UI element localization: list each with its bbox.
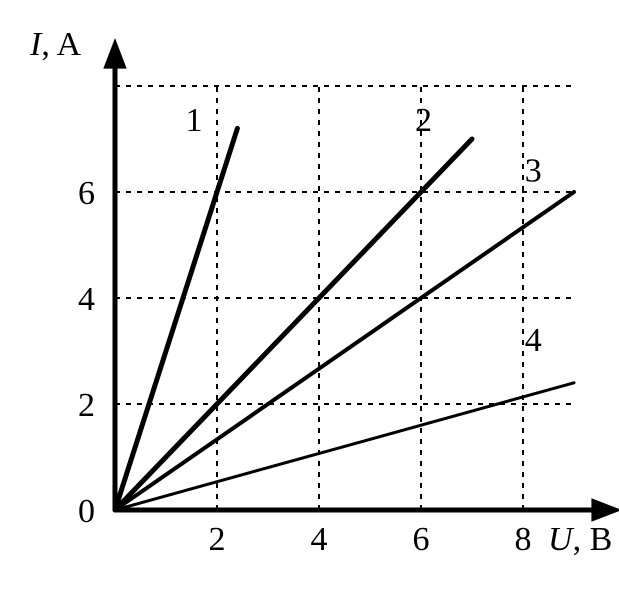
x-axis-label: U, В (548, 521, 612, 558)
series-label-1: 1 (186, 102, 203, 139)
chart-svg: 2 4 6 8 0 2 4 6 I, A U, В 1 2 3 4 (0, 0, 619, 593)
y-tick-label: 4 (78, 281, 95, 318)
series-label-2: 2 (415, 102, 432, 139)
y-tick-label: 6 (78, 175, 95, 212)
x-tick-label: 8 (515, 521, 532, 558)
series-label-4: 4 (525, 322, 542, 359)
y-tick-label: 2 (78, 387, 95, 424)
x-tick-label: 2 (209, 521, 226, 558)
x-tick-label: 6 (413, 521, 430, 558)
x-tick-label: 4 (311, 521, 328, 558)
series-label-3: 3 (525, 152, 542, 189)
y-tick-label: 0 (78, 493, 95, 530)
y-axis-label: I, A (29, 26, 81, 63)
iv-chart: 2 4 6 8 0 2 4 6 I, A U, В 1 2 3 4 (0, 0, 619, 593)
